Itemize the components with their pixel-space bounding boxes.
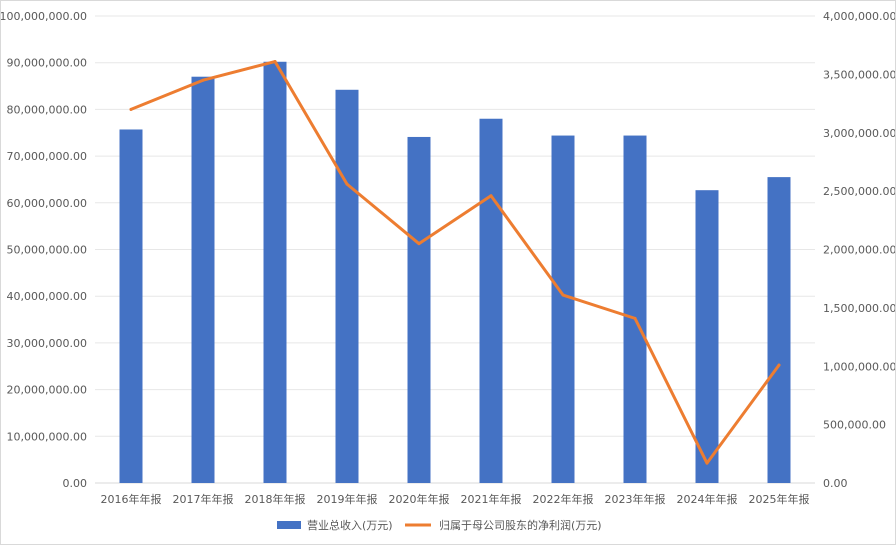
left-tick-label: 0.00 xyxy=(63,477,88,490)
bar-2025年年报 xyxy=(767,177,791,484)
left-tick-label: 60,000,000.00 xyxy=(7,197,87,210)
left-tick-label: 80,000,000.00 xyxy=(7,103,87,116)
left-axis-ticks: 0.00 10,000,000.00 20,000,000.00 30,000,000… xyxy=(1,10,87,490)
x-tick-label: 2024年年报 xyxy=(677,492,738,506)
left-tick-label: 30,000,000.00 xyxy=(7,337,87,350)
line-point-2018年年报 xyxy=(273,60,277,64)
right-tick-label: 1,500,000.00 xyxy=(823,302,895,315)
left-tick-label: 10,000,000.00 xyxy=(7,430,87,443)
x-tick-label: 2023年年报 xyxy=(605,492,666,506)
legend-line-label: 归属于母公司股东的净利润(万元) xyxy=(439,518,602,532)
x-tick-label: 2021年年报 xyxy=(461,492,522,506)
x-tick-label: 2022年年报 xyxy=(533,492,594,506)
line-point-2024年年报 xyxy=(705,461,709,465)
right-tick-label: 500,000.00 xyxy=(823,419,886,432)
line-point-2025年年报 xyxy=(777,363,781,367)
line-point-2017年年报 xyxy=(201,78,205,82)
bar-2019年年报 xyxy=(335,89,359,483)
right-axis-ticks: 0.00 500,000.00 1,000,000.00 1,500,000.00 2,… xyxy=(823,10,895,490)
bar-2017年年报 xyxy=(191,76,215,484)
right-tick-label: 2,500,000.00 xyxy=(823,185,895,198)
legend: 营业总收入(万元) 归属于母公司股东的净利润(万元) xyxy=(277,518,602,532)
left-tick-label: 90,000,000.00 xyxy=(7,57,87,70)
right-tick-label: 2,000,000.00 xyxy=(823,244,895,257)
x-axis-ticks: 2016年年报 2017年年报 2018年年报 2019年年报 2020年年报 2021年… xyxy=(101,492,810,506)
x-tick-label: 2017年年报 xyxy=(173,492,234,506)
x-tick-label: 2020年年报 xyxy=(389,492,450,506)
line-point-2022年年报 xyxy=(561,293,565,297)
net-profit-line xyxy=(129,60,781,465)
bar-2020年年报 xyxy=(407,136,431,483)
line-point-2020年年报 xyxy=(417,242,421,246)
bar-2016年年报 xyxy=(119,129,143,483)
line-series xyxy=(129,60,781,465)
gridlines xyxy=(95,15,815,484)
left-tick-label: 20,000,000.00 xyxy=(7,384,87,397)
right-tick-label: 0.00 xyxy=(823,477,848,490)
left-tick-label: 50,000,000.00 xyxy=(7,244,87,257)
left-tick-label: 100,000,000.00 xyxy=(1,10,87,23)
line-point-2019年年报 xyxy=(345,182,349,186)
line-point-2016年年报 xyxy=(129,107,133,111)
bar-series xyxy=(119,61,791,484)
x-tick-label: 2019年年报 xyxy=(317,492,378,506)
right-tick-label: 1,000,000.00 xyxy=(823,360,895,373)
legend-bar-swatch xyxy=(277,521,301,529)
line-point-2023年年报 xyxy=(633,316,637,320)
x-tick-label: 2016年年报 xyxy=(101,492,162,506)
legend-bar-label: 营业总收入(万元) xyxy=(307,518,393,532)
bar-2023年年报 xyxy=(623,135,647,483)
left-tick-label: 40,000,000.00 xyxy=(7,290,87,303)
bar-2024年年报 xyxy=(695,190,719,484)
x-tick-label: 2025年年报 xyxy=(749,492,810,506)
right-tick-label: 3,000,000.00 xyxy=(823,127,895,140)
bar-2022年年报 xyxy=(551,135,575,483)
bar-2018年年报 xyxy=(263,61,287,484)
left-tick-label: 70,000,000.00 xyxy=(7,150,87,163)
right-tick-label: 3,500,000.00 xyxy=(823,68,895,81)
line-point-2021年年报 xyxy=(489,194,493,198)
bar-2021年年报 xyxy=(479,118,503,484)
x-tick-label: 2018年年报 xyxy=(245,492,306,506)
right-tick-label: 4,000,000.00 xyxy=(823,10,895,23)
